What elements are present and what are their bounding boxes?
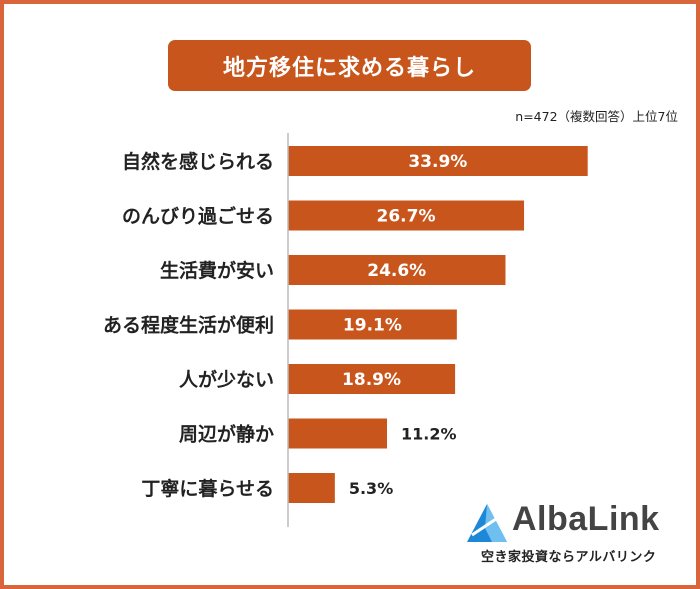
sample-note: n=472（複数回答）上位7位 xyxy=(515,109,678,124)
category-label: 生活費が安い xyxy=(160,259,274,282)
albalink-logo-icon xyxy=(467,504,507,542)
data-label: 26.7% xyxy=(377,207,436,227)
bar xyxy=(288,473,335,503)
chart-title: 地方移住に求める暮らし xyxy=(168,40,531,91)
data-label: 5.3% xyxy=(349,479,393,498)
data-label: 19.1% xyxy=(343,316,402,336)
category-label: 人が少ない xyxy=(179,368,274,391)
data-label: 18.9% xyxy=(342,370,401,390)
bar xyxy=(288,418,388,449)
category-label: 丁寧に暮らせる xyxy=(141,477,274,500)
category-label: 周辺が静か xyxy=(179,423,274,446)
category-label: 自然を感じられる xyxy=(122,150,274,173)
data-label: 33.9% xyxy=(408,152,467,172)
bar xyxy=(288,200,525,231)
bar xyxy=(288,309,457,340)
bar xyxy=(288,146,588,176)
data-label: 11.2% xyxy=(401,425,457,444)
bar xyxy=(288,255,506,285)
category-label: ある程度生活が便利 xyxy=(103,314,274,337)
data-label: 24.6% xyxy=(367,261,426,281)
brand-name: AlbaLink xyxy=(512,500,660,538)
bar xyxy=(288,364,456,394)
category-label: のんびり過ごせる xyxy=(122,205,274,228)
brand-tagline: 空き家投資ならアルバリンク xyxy=(481,550,657,565)
